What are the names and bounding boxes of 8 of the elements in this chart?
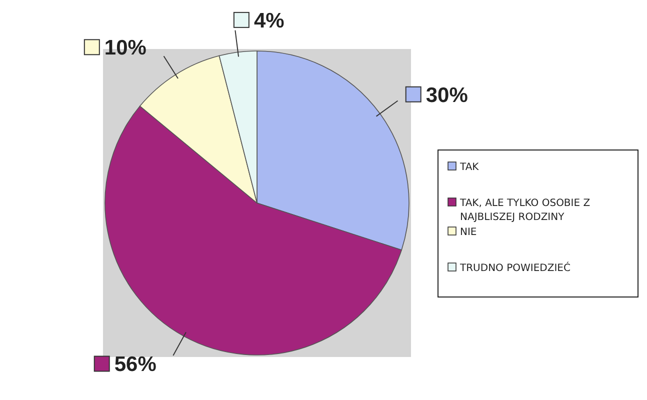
legend-label: TAK, ALE TYLKO OSOBIE Z NAJBLISZEJ RODZINY bbox=[459, 198, 590, 223]
data-label: 30% bbox=[426, 84, 468, 107]
legend-label: TRUDNO POWIEDZIEĆ bbox=[459, 261, 570, 274]
data-label: 56% bbox=[114, 353, 157, 376]
legend-label: TAK bbox=[459, 162, 480, 173]
legend-label: NIE bbox=[460, 227, 477, 238]
data-label: 10% bbox=[104, 36, 147, 60]
data-label: 4% bbox=[254, 9, 285, 32]
